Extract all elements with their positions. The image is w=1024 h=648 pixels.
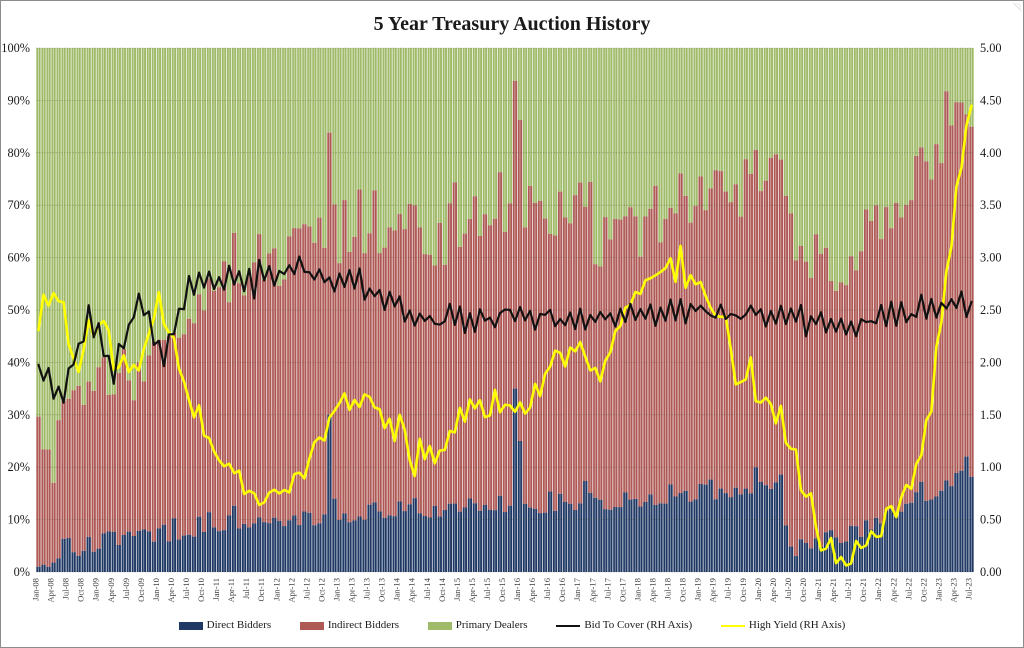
svg-text:Jan-17: Jan-17 — [572, 577, 582, 601]
svg-text:100%: 100% — [1, 41, 30, 55]
svg-text:Oct-13: Oct-13 — [377, 578, 387, 602]
svg-text:Oct-16: Oct-16 — [557, 577, 567, 602]
svg-text:Jan-21: Jan-21 — [813, 578, 823, 601]
svg-text:Apr-09: Apr-09 — [106, 578, 116, 603]
svg-text:Oct-10: Oct-10 — [196, 578, 206, 602]
svg-text:Apr-23: Apr-23 — [948, 578, 958, 603]
svg-text:2.00: 2.00 — [980, 355, 1002, 369]
svg-text:Apr-13: Apr-13 — [347, 578, 357, 603]
svg-text:Jan-09: Jan-09 — [91, 578, 101, 601]
svg-text:Jul-18: Jul-18 — [663, 578, 673, 599]
svg-text:Apr-08: Apr-08 — [46, 578, 56, 603]
svg-text:4.50: 4.50 — [980, 93, 1002, 107]
svg-text:Jul-17: Jul-17 — [602, 577, 612, 599]
svg-text:Jul-10: Jul-10 — [181, 578, 191, 599]
svg-text:Jul-21: Jul-21 — [843, 578, 853, 599]
svg-text:Jan-20: Jan-20 — [753, 578, 763, 601]
svg-text:Jan-08: Jan-08 — [31, 578, 41, 601]
svg-text:2.50: 2.50 — [980, 303, 1002, 317]
svg-text:Apr-15: Apr-15 — [467, 578, 477, 603]
svg-text:10%: 10% — [7, 513, 30, 527]
svg-text:Oct-18: Oct-18 — [678, 578, 688, 602]
svg-text:5.00: 5.00 — [980, 41, 1002, 55]
svg-text:Jul-08: Jul-08 — [61, 578, 71, 599]
svg-text:Jul-14: Jul-14 — [422, 577, 432, 599]
svg-text:Apr-14: Apr-14 — [407, 577, 417, 602]
svg-text:Jan-22: Jan-22 — [873, 578, 883, 601]
svg-text:Apr-22: Apr-22 — [888, 578, 898, 603]
svg-text:1.50: 1.50 — [980, 408, 1002, 422]
svg-text:Jul-22: Jul-22 — [903, 578, 913, 599]
svg-text:0.50: 0.50 — [980, 513, 1002, 527]
svg-text:60%: 60% — [7, 251, 30, 265]
svg-text:Apr-12: Apr-12 — [286, 578, 296, 603]
svg-text:50%: 50% — [7, 303, 30, 317]
svg-text:Oct-11: Oct-11 — [256, 578, 266, 602]
svg-text:Oct-14: Oct-14 — [437, 577, 447, 602]
svg-text:Jul-13: Jul-13 — [362, 578, 372, 599]
svg-text:Jan-23: Jan-23 — [933, 578, 943, 601]
svg-text:Jan-15: Jan-15 — [452, 578, 462, 601]
svg-text:20%: 20% — [7, 460, 30, 474]
svg-text:0%: 0% — [14, 565, 30, 579]
svg-text:Jul-09: Jul-09 — [121, 578, 131, 599]
svg-text:Apr-21: Apr-21 — [828, 578, 838, 603]
svg-text:3.50: 3.50 — [980, 198, 1002, 212]
svg-text:Jan-12: Jan-12 — [271, 578, 281, 601]
svg-text:Oct-09: Oct-09 — [136, 578, 146, 602]
svg-text:40%: 40% — [7, 355, 30, 369]
svg-text:Jan-13: Jan-13 — [331, 578, 341, 601]
svg-text:Apr-10: Apr-10 — [166, 578, 176, 603]
svg-text:Oct-12: Oct-12 — [316, 578, 326, 602]
svg-text:Oct-20: Oct-20 — [798, 578, 808, 602]
svg-text:70%: 70% — [7, 198, 30, 212]
svg-text:Jul-12: Jul-12 — [301, 578, 311, 599]
svg-text:80%: 80% — [7, 146, 30, 160]
svg-text:Oct-19: Oct-19 — [738, 578, 748, 602]
svg-text:0.00: 0.00 — [980, 565, 1002, 579]
svg-text:Oct-15: Oct-15 — [497, 578, 507, 602]
svg-text:Oct-21: Oct-21 — [858, 578, 868, 602]
svg-text:Apr-18: Apr-18 — [647, 578, 657, 603]
svg-text:Jan-14: Jan-14 — [392, 577, 402, 601]
svg-text:90%: 90% — [7, 93, 30, 107]
svg-text:Jul-15: Jul-15 — [482, 578, 492, 599]
svg-text:Jul-20: Jul-20 — [783, 578, 793, 599]
svg-text:Jan-19: Jan-19 — [693, 578, 703, 601]
svg-text:3.00: 3.00 — [980, 251, 1002, 265]
svg-text:Jan-18: Jan-18 — [632, 578, 642, 601]
svg-text:Jul-23: Jul-23 — [963, 578, 973, 599]
svg-text:Jan-16: Jan-16 — [512, 577, 522, 601]
svg-text:Apr-11: Apr-11 — [226, 578, 236, 602]
svg-text:Apr-20: Apr-20 — [768, 578, 778, 603]
svg-text:Oct-22: Oct-22 — [918, 578, 928, 602]
svg-text:Jul-19: Jul-19 — [723, 578, 733, 599]
svg-text:Jul-16: Jul-16 — [542, 577, 552, 599]
svg-text:Apr-17: Apr-17 — [587, 577, 597, 602]
svg-text:Oct-17: Oct-17 — [617, 577, 627, 602]
svg-text:Apr-19: Apr-19 — [708, 578, 718, 603]
svg-text:Apr-16: Apr-16 — [527, 577, 537, 602]
svg-text:Jul-11: Jul-11 — [241, 578, 251, 599]
svg-text:Jan-10: Jan-10 — [151, 578, 161, 601]
svg-text:Oct-08: Oct-08 — [76, 578, 86, 602]
svg-text:Jan-11: Jan-11 — [211, 578, 221, 601]
svg-text:4.00: 4.00 — [980, 146, 1002, 160]
svg-text:1.00: 1.00 — [980, 460, 1002, 474]
svg-text:30%: 30% — [7, 408, 30, 422]
